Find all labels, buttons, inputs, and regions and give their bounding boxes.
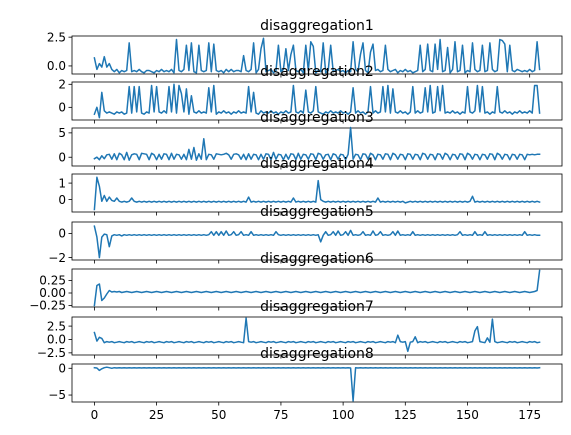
axes-frame [71, 316, 563, 356]
y-tick-label: 0.25 [39, 274, 66, 288]
subplot-5: −2 0 disaggregation5 [48, 204, 563, 265]
y-tick-label: 0 [58, 227, 66, 241]
subplot-1: 0.0 2.5 disaggregation1 [47, 18, 563, 78]
y-tick-label: 5 [58, 126, 66, 140]
subplot-title: disaggregation2 [260, 64, 374, 80]
y-tick-label: 0.0 [47, 59, 66, 73]
x-tick-label: 100 [332, 408, 355, 422]
x-tick-label: 0 [91, 408, 99, 422]
series-line [93, 225, 541, 259]
subplot-3: 0 5 disaggregation3 [58, 110, 563, 170]
y-tick-label: 2.5 [47, 30, 66, 44]
axes-frame [71, 221, 563, 261]
y-tick-label: −2.5 [37, 346, 66, 360]
y-tick-label: 0 [58, 150, 66, 164]
subplot-7: −2.50.02.5 disaggregation7 [37, 299, 563, 360]
y-tick-label: 2.5 [47, 319, 66, 333]
y-tick-label: 0 [58, 193, 66, 207]
y-tick-label: 0 [58, 101, 66, 115]
subplot-title: disaggregation7 [260, 299, 374, 315]
x-tick-label: 150 [456, 408, 479, 422]
subplot-4: 0 1 disaggregation4 [58, 156, 563, 216]
series-line [93, 269, 541, 307]
series-line [93, 126, 541, 161]
y-tick-label: −0.25 [29, 299, 66, 313]
axes-frame [71, 268, 563, 308]
y-tick-label: −5 [48, 388, 66, 402]
series-line [93, 176, 541, 211]
subplot-8: −5 0 0 25 50 75 100 125 150 175 disaggregation8 [48, 346, 563, 422]
subplot-title: disaggregation8 [260, 346, 374, 362]
x-tick-label: 175 [518, 408, 541, 422]
subplot-title: disaggregation5 [260, 204, 374, 220]
series-line [93, 317, 541, 353]
series-line [93, 366, 541, 402]
y-tick-label: 2 [58, 78, 66, 92]
y-tick-label: 0.0 [47, 333, 66, 347]
y-tick-label: 0 [58, 361, 66, 375]
x-tick-label: 25 [149, 408, 164, 422]
y-tick-label: −2 [48, 251, 66, 265]
axes-frame [71, 363, 563, 403]
subplot-title: disaggregation3 [260, 110, 374, 126]
y-tick-label: 1 [58, 176, 66, 190]
series-line [93, 37, 541, 74]
subplot-title: disaggregation6 [260, 251, 374, 267]
subplot-title: disaggregation4 [260, 156, 374, 172]
subplot-6: −0.250.000.25 disaggregation6 [29, 251, 563, 313]
x-tick-label: 125 [394, 408, 417, 422]
series-line [93, 83, 541, 119]
y-tick-label: 0.00 [39, 286, 66, 300]
x-tick-label: 75 [273, 408, 288, 422]
x-tick-label: 50 [211, 408, 226, 422]
subplot-2: 0 2 disaggregation2 [58, 64, 563, 124]
subplot-title: disaggregation1 [260, 18, 374, 34]
